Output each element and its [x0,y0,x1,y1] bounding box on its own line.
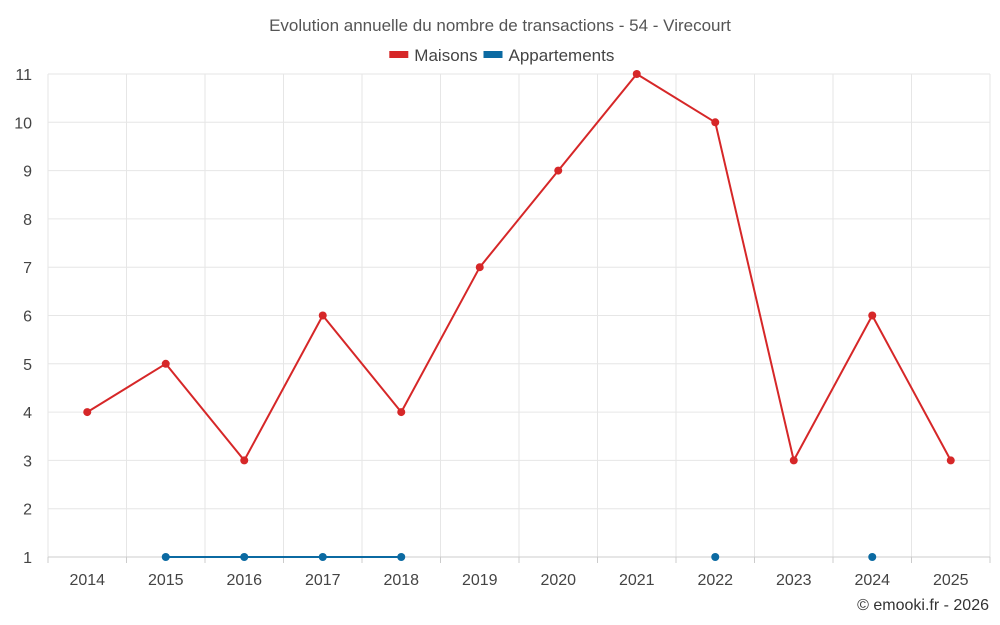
legend-label-maisons: Maisons [414,46,477,65]
series-appartements [161,553,877,561]
credit-text: © emooki.fr - 2026 [857,597,989,614]
data-point-maisons[interactable] [554,166,563,175]
data-point-appartements[interactable] [318,553,327,561]
data-point-maisons[interactable] [161,359,170,368]
series-line-maisons [86,73,952,462]
data-point-appartements[interactable] [161,553,170,561]
data-point-maisons[interactable] [711,118,720,127]
legend-swatch-appartements [483,51,503,58]
y-tick-label: 11 [15,67,32,84]
y-tick-label: 5 [23,357,32,374]
data-point-maisons[interactable] [868,311,877,320]
chart-legend: Maisons Appartements [389,46,614,65]
x-tick-label: 2019 [462,572,498,589]
data-point-maisons[interactable] [240,456,249,465]
x-tick-label: 2024 [854,572,890,589]
legend-swatch-maisons [389,51,409,58]
x-tick-label: 2023 [776,572,812,589]
y-tick-label: 2 [23,502,32,519]
chart-axes: 1 2 3 4 5 6 7 8 9 10 11 2014 2015 2016 2017 2018 2019 202… [14,67,991,589]
data-point-maisons[interactable] [83,408,92,417]
y-tick-label: 1 [23,550,32,567]
data-point-maisons[interactable] [946,456,955,465]
x-tick-label: 2018 [383,572,419,589]
legend-label-appartements: Appartements [509,46,615,65]
data-point-maisons[interactable] [397,408,406,417]
data-point-appartements[interactable] [240,553,249,561]
y-tick-label: 7 [23,260,32,277]
x-tick-label: 2016 [226,572,262,589]
data-point-appartements[interactable] [868,553,877,561]
x-tick-label: 2017 [305,572,341,589]
data-point-appartements[interactable] [397,553,406,561]
data-point-maisons[interactable] [632,70,641,78]
y-tick-label: 6 [23,309,32,326]
chart-title: Evolution annuelle du nombre de transact… [269,16,731,35]
y-tick-label: 4 [23,405,32,422]
y-tick-label: 3 [23,453,32,470]
x-tick-label: 2022 [697,572,733,589]
data-point-maisons[interactable] [475,263,484,272]
x-tick-label: 2025 [933,572,969,589]
x-tick-label: 2021 [619,572,655,589]
y-tick-label: 9 [23,164,32,181]
chart-grid [47,73,991,558]
x-tick-label: 2015 [148,572,184,589]
x-tick-label: 2014 [69,572,105,589]
data-point-appartements[interactable] [711,553,720,561]
chart-series [83,70,955,561]
data-point-maisons[interactable] [789,456,798,465]
y-tick-label: 10 [14,115,32,132]
series-maisons [83,70,955,465]
data-point-maisons[interactable] [318,311,327,320]
x-tick-label: 2020 [540,572,576,589]
y-tick-label: 8 [23,212,32,229]
